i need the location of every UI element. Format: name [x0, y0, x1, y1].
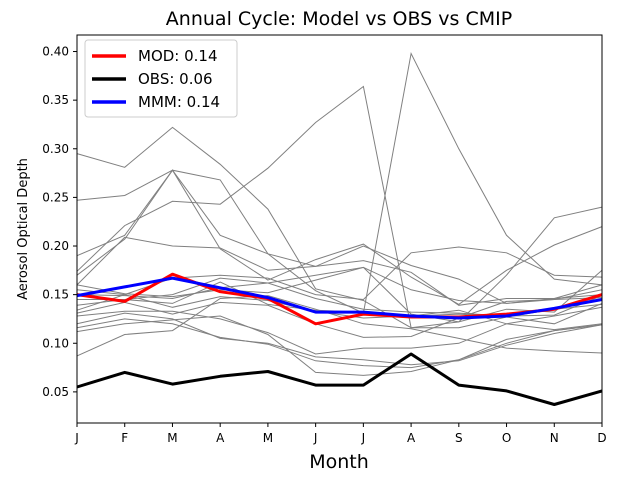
x-tick-label: M: [167, 431, 177, 445]
x-tick-label: M: [263, 431, 273, 445]
y-tick-label: 0.30: [42, 142, 69, 156]
y-tick-label: 0.25: [42, 190, 69, 204]
cmip-model-line: [76, 266, 603, 323]
cmip-model-line: [76, 236, 603, 306]
cmip-model-line: [76, 318, 603, 369]
cmip-model-line: [76, 297, 603, 338]
y-axis-label: Aerosol Optical Depth: [16, 158, 31, 300]
x-tick-label: J: [361, 431, 366, 445]
legend-entry-obs-label: OBS: 0.06: [138, 70, 213, 88]
legend: MOD: 0.14 OBS: 0.06 MMM: 0.14: [84, 39, 238, 118]
cmip-model-line: [76, 295, 603, 357]
cmip-model-line: [76, 266, 603, 304]
x-tick-label: N: [550, 431, 559, 445]
x-tick-label: S: [455, 431, 463, 445]
mmm-series-line: [76, 276, 603, 320]
legend-box: [84, 39, 238, 118]
x-tick-label: D: [597, 431, 606, 445]
x-tick-label: O: [502, 431, 511, 445]
y-tick-label: 0.35: [42, 93, 69, 107]
x-axis-label: Month: [309, 451, 369, 473]
cmip-model-line: [76, 306, 603, 355]
cmip-model-line: [76, 294, 603, 331]
legend-entry-mod-label: MOD: 0.14: [138, 47, 218, 65]
y-tick-label: 0.20: [42, 239, 69, 253]
y-tick-label: 0.15: [42, 288, 69, 302]
x-tick-label: A: [407, 431, 416, 445]
y-axis: 0.05 0.10 0.15 0.20 0.25 0.30 0.35 0.40: [42, 45, 77, 399]
cmip-model-line: [76, 169, 603, 305]
cmip-model-line: [76, 312, 603, 366]
cmip-model-line: [76, 315, 603, 376]
x-tick-label: F: [121, 431, 128, 445]
y-tick-label: 0.40: [42, 45, 69, 59]
chart-title: Annual Cycle: Model vs OBS vs CMIP: [166, 8, 512, 30]
cmip-model-line: [76, 51, 603, 314]
series-lines: [76, 272, 603, 406]
x-tick-label: J: [313, 431, 318, 445]
obs-series-line: [76, 352, 603, 406]
plot-frame: [76, 34, 603, 424]
x-tick-label: A: [216, 431, 225, 445]
x-tick-label: J: [74, 431, 79, 445]
legend-entry-mmm-label: MMM: 0.14: [138, 93, 220, 111]
y-tick-label: 0.10: [42, 336, 69, 350]
y-tick-label: 0.05: [42, 385, 69, 399]
